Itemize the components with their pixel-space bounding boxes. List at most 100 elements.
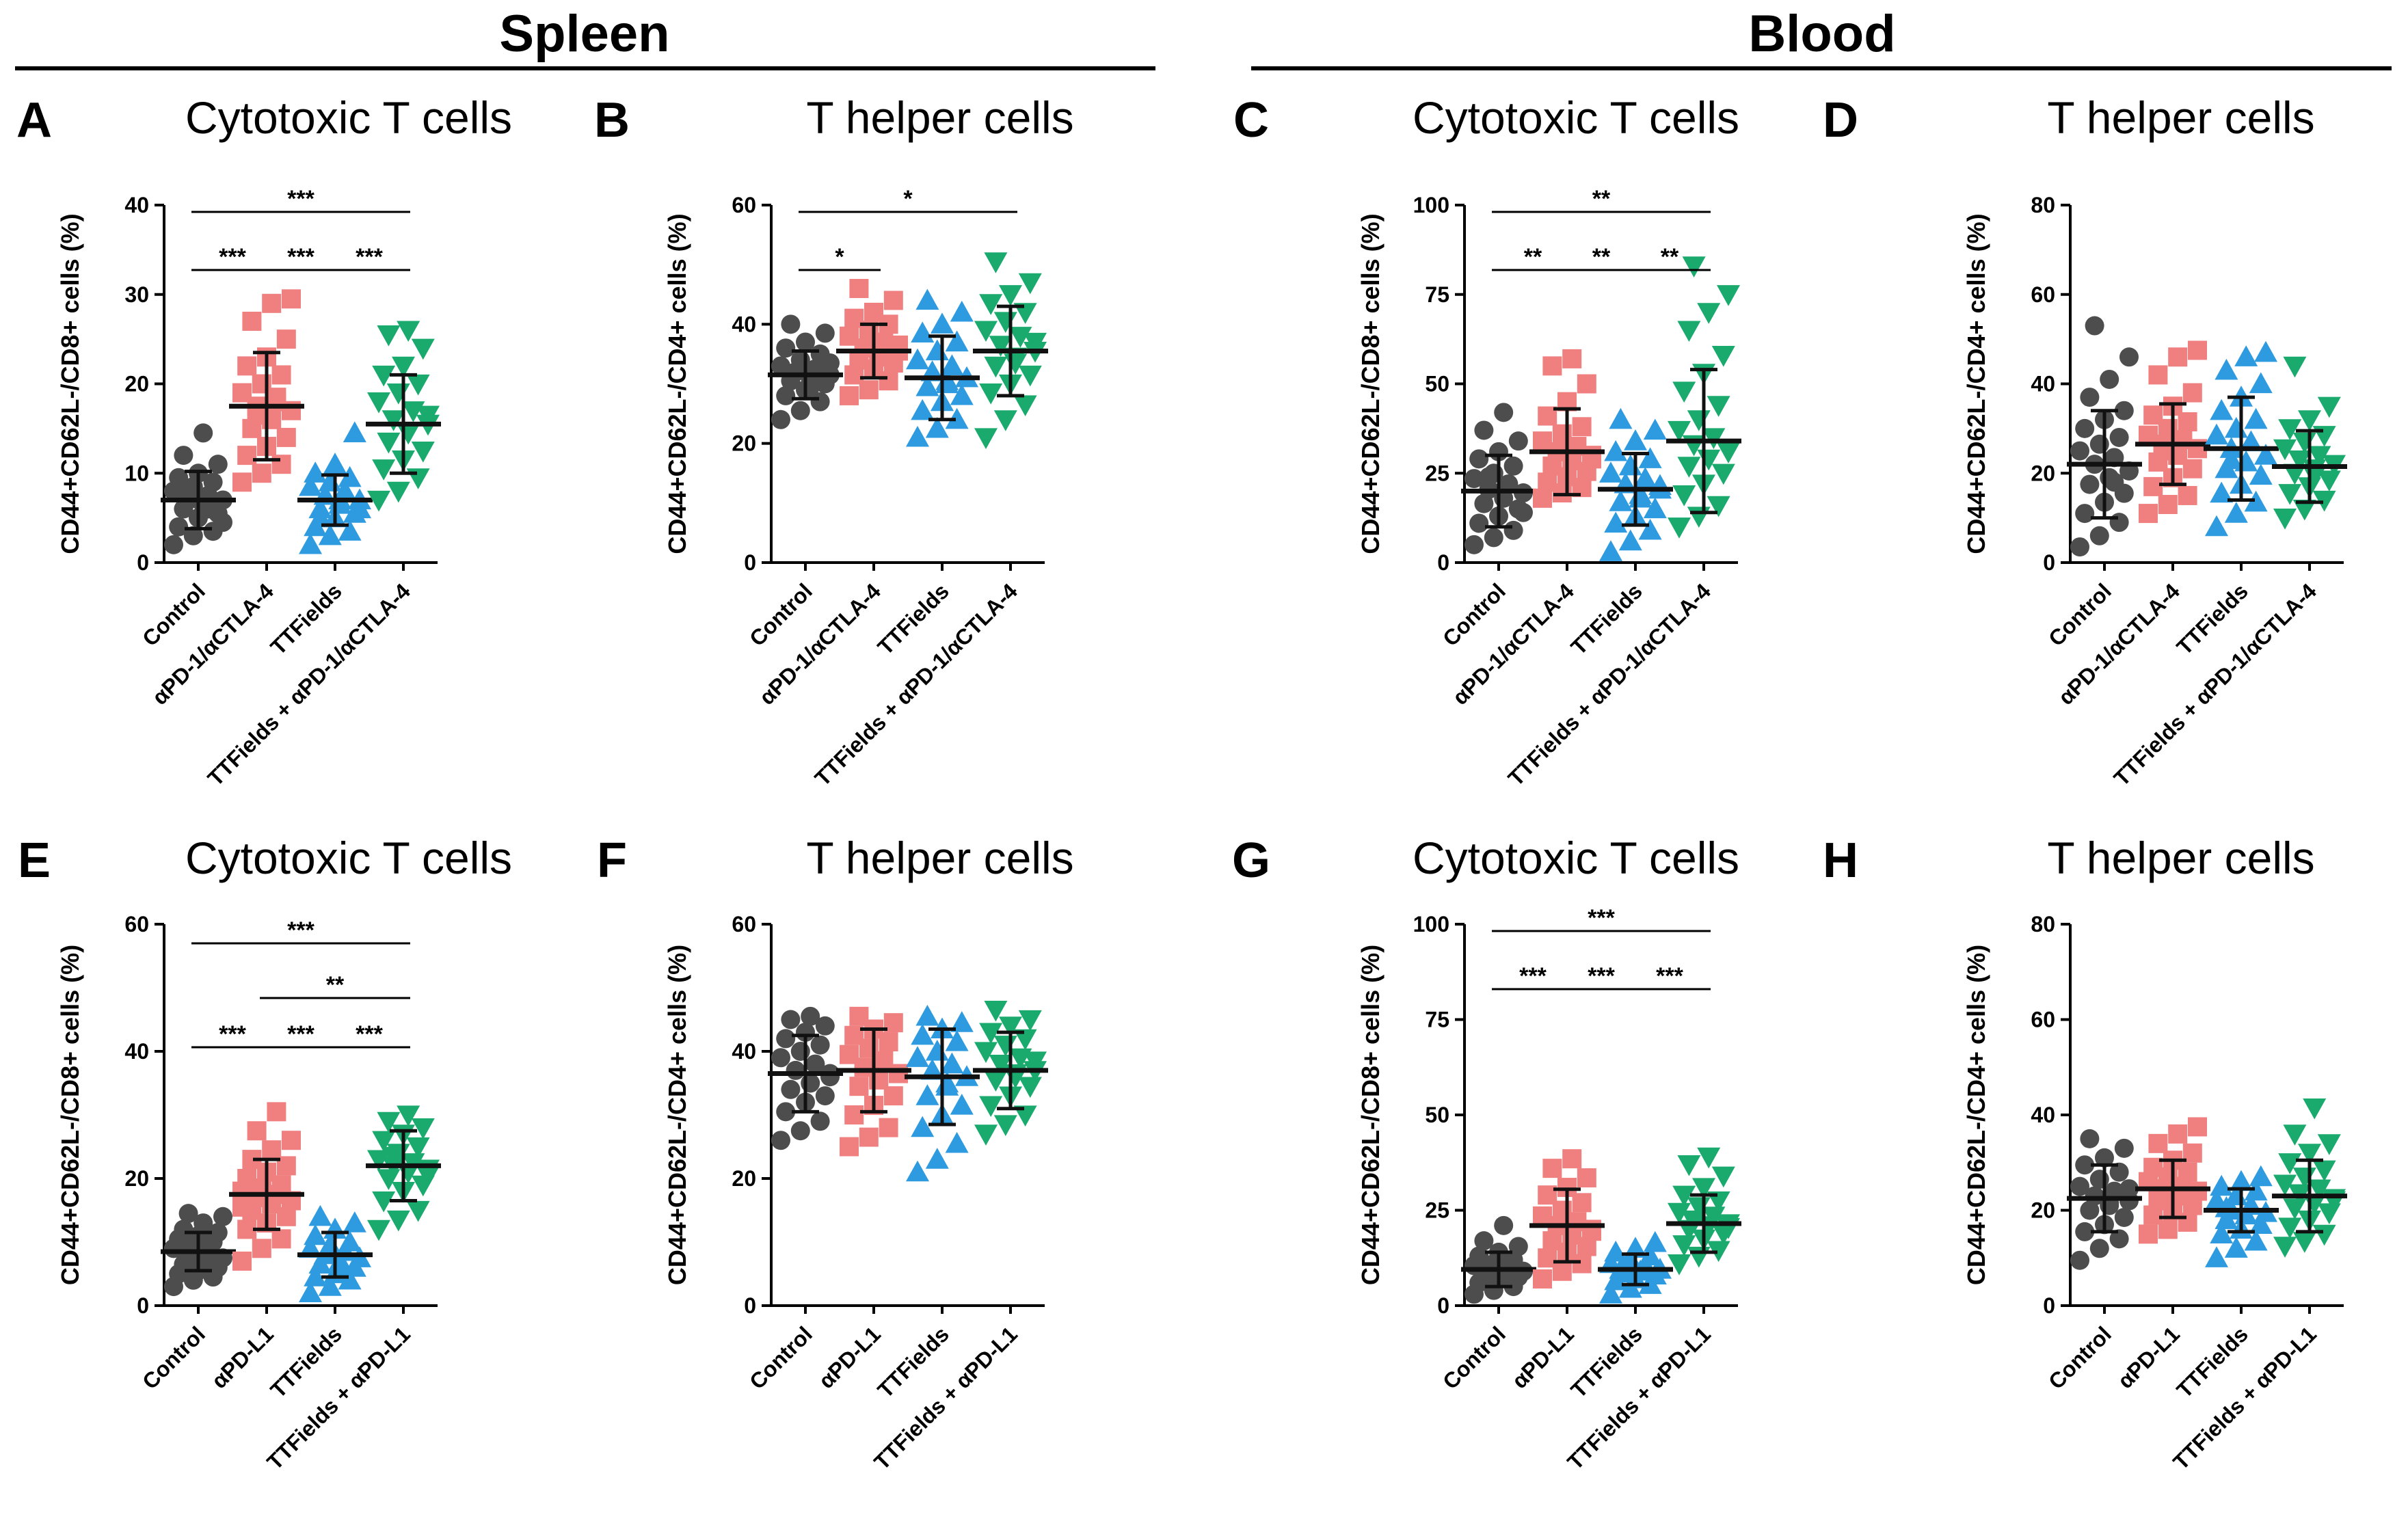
data-point	[2095, 1148, 2114, 1168]
significance-label: ***	[219, 244, 246, 270]
data-point	[849, 1077, 869, 1096]
data-point	[1697, 303, 1721, 324]
data-point	[2283, 1124, 2307, 1146]
data-point	[276, 329, 296, 349]
significance-label: ***	[1588, 963, 1615, 989]
data-point	[2273, 1237, 2297, 1258]
data-point	[940, 1052, 964, 1074]
data-point	[915, 288, 939, 310]
data-point	[304, 1224, 327, 1245]
data-point	[1464, 469, 1484, 489]
series-combo	[366, 1105, 441, 1241]
y-tick-label: 0	[137, 550, 149, 575]
data-point	[771, 409, 790, 429]
data-point	[2307, 1179, 2331, 1201]
significance-label: **	[326, 972, 345, 998]
y-tick-label: 30	[124, 282, 149, 307]
panel-d: D T helper cells CD44+CD62L-/CD4+ cells (%…	[1823, 92, 2347, 791]
data-point	[2239, 430, 2263, 452]
data-point	[2182, 383, 2202, 403]
data-point	[776, 1029, 796, 1049]
x-tick-label: Control	[2044, 1321, 2116, 1394]
data-point	[1672, 381, 1696, 403]
y-tick-label: 0	[744, 1293, 756, 1318]
y-tick-label: 10	[124, 461, 149, 485]
series-combo	[1666, 256, 1741, 539]
data-point	[810, 392, 830, 412]
data-point	[2080, 474, 2100, 494]
data-point	[820, 353, 840, 373]
data-point	[367, 1150, 390, 1172]
data-point	[2070, 537, 2089, 557]
series-control	[1461, 1215, 1536, 1304]
y-tick-label: 0	[744, 550, 756, 575]
series-treatA	[229, 1102, 304, 1271]
data-point	[2070, 441, 2089, 461]
data-point	[193, 1213, 213, 1233]
data-point	[2210, 399, 2234, 420]
data-point	[979, 294, 1003, 315]
y-tick-label: 0	[2043, 550, 2055, 575]
data-point	[801, 1073, 820, 1093]
data-point	[1464, 535, 1484, 554]
data-point	[397, 423, 420, 445]
data-point	[979, 383, 1003, 405]
data-point	[2292, 499, 2316, 521]
data-point	[815, 1086, 835, 1106]
data-point	[164, 1239, 183, 1258]
data-point	[2210, 1174, 2234, 1196]
y-tick-label: 60	[732, 912, 756, 936]
data-point	[1474, 420, 1494, 440]
data-point	[2089, 526, 2109, 545]
data-point	[2089, 1239, 2109, 1258]
data-point	[2143, 405, 2163, 425]
panel-letter: G	[1232, 833, 1270, 888]
x-tick-label: Control	[745, 1321, 817, 1394]
data-point	[386, 481, 410, 503]
data-point	[801, 1006, 820, 1026]
data-point	[1599, 461, 1622, 483]
data-point	[810, 1111, 830, 1131]
data-point	[1609, 490, 1633, 511]
data-point	[1013, 1029, 1037, 1051]
data-point	[232, 472, 252, 492]
data-point	[271, 455, 291, 474]
data-point	[2244, 1229, 2268, 1251]
data-point	[1484, 528, 1503, 548]
y-tick-label: 25	[1425, 461, 1449, 485]
y-tick-label: 80	[2031, 193, 2055, 217]
data-point	[781, 314, 801, 334]
data-point	[790, 1121, 810, 1141]
section-title-spleen: Spleen	[499, 5, 669, 63]
data-point	[1687, 507, 1711, 528]
data-point	[979, 1096, 1003, 1118]
panel-letter: H	[1823, 833, 1858, 888]
data-point	[1508, 1237, 1528, 1256]
data-point	[1609, 407, 1633, 429]
data-point	[2075, 1222, 2095, 1241]
data-point	[372, 1131, 396, 1153]
data-point	[1469, 449, 1489, 469]
data-point	[879, 1118, 898, 1137]
data-point	[1018, 1077, 1042, 1099]
data-point	[1604, 511, 1628, 533]
data-point	[1474, 1231, 1494, 1251]
data-point	[343, 1211, 366, 1232]
data-point	[1599, 540, 1622, 561]
data-point	[237, 356, 257, 376]
series-combo	[2272, 1098, 2347, 1258]
series-control	[161, 423, 236, 554]
data-point	[232, 383, 252, 403]
data-point	[2188, 340, 2207, 360]
data-point	[786, 1060, 805, 1080]
panel-title: Cytotoxic T cells	[185, 92, 512, 143]
data-point	[416, 405, 440, 427]
data-point	[781, 1079, 801, 1099]
series-treatA	[1529, 1149, 1605, 1289]
data-point	[2210, 481, 2234, 503]
data-point	[979, 1023, 1003, 1044]
data-point	[1643, 418, 1667, 440]
significance-label: ***	[1588, 905, 1615, 931]
significance-label: **	[1592, 186, 1611, 212]
